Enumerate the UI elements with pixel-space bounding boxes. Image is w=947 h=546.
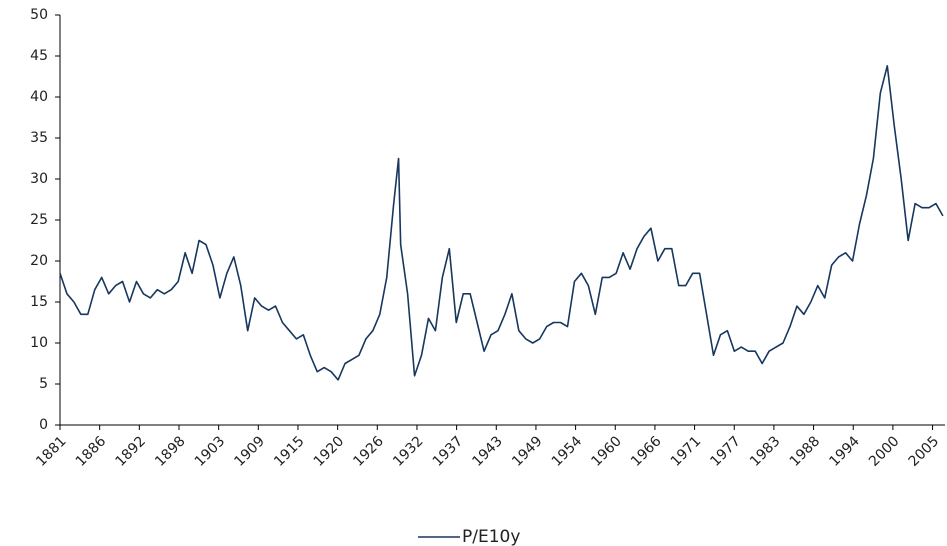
x-tick-label: 1988: [787, 433, 824, 470]
y-tick-label: 10: [30, 335, 48, 351]
x-tick-label: 1971: [668, 433, 705, 470]
legend-label: P/E10y: [462, 527, 520, 546]
y-tick-label: 5: [39, 376, 48, 392]
y-tick-label: 35: [30, 130, 48, 146]
x-tick-label: 1909: [231, 433, 268, 470]
x-tick-label: 2000: [866, 433, 903, 470]
y-tick-label: 40: [30, 89, 48, 105]
x-tick-label: 1903: [192, 433, 229, 470]
line: [59, 65, 944, 381]
y-tick-label: 50: [30, 7, 48, 23]
x-tick-label: 1915: [271, 433, 308, 470]
x-tick-label: 1966: [628, 433, 665, 470]
x-tick-label: 1881: [33, 433, 70, 470]
x-tick-label: 1983: [747, 433, 784, 470]
x-tick-label: 1954: [549, 433, 586, 470]
y-tick-label: 15: [30, 294, 48, 310]
y-tick-label: 30: [30, 171, 48, 187]
x-tick-label: 1994: [826, 433, 863, 470]
x-tick-label: 1926: [350, 433, 387, 470]
x-tick-label: 1920: [311, 433, 348, 470]
y-tick-label: 25: [30, 212, 48, 228]
x-tick-label: 1977: [707, 433, 744, 470]
x-tick-label: 1892: [112, 433, 149, 470]
y-tick-label: 45: [30, 48, 48, 64]
y-tick-label: 20: [30, 253, 48, 269]
x-tick-label: 2005: [906, 433, 943, 470]
y-tick-label: 0: [39, 417, 48, 433]
x-tick-label: 1886: [73, 433, 110, 470]
x-tick-label: 1898: [152, 433, 189, 470]
x-tick-label: 1949: [509, 433, 546, 470]
x-tick-label: 1932: [390, 433, 427, 470]
x-tick-label: 1943: [469, 433, 506, 470]
x-tick-label: 1960: [588, 433, 625, 470]
x-tick-label: 1937: [430, 433, 467, 470]
